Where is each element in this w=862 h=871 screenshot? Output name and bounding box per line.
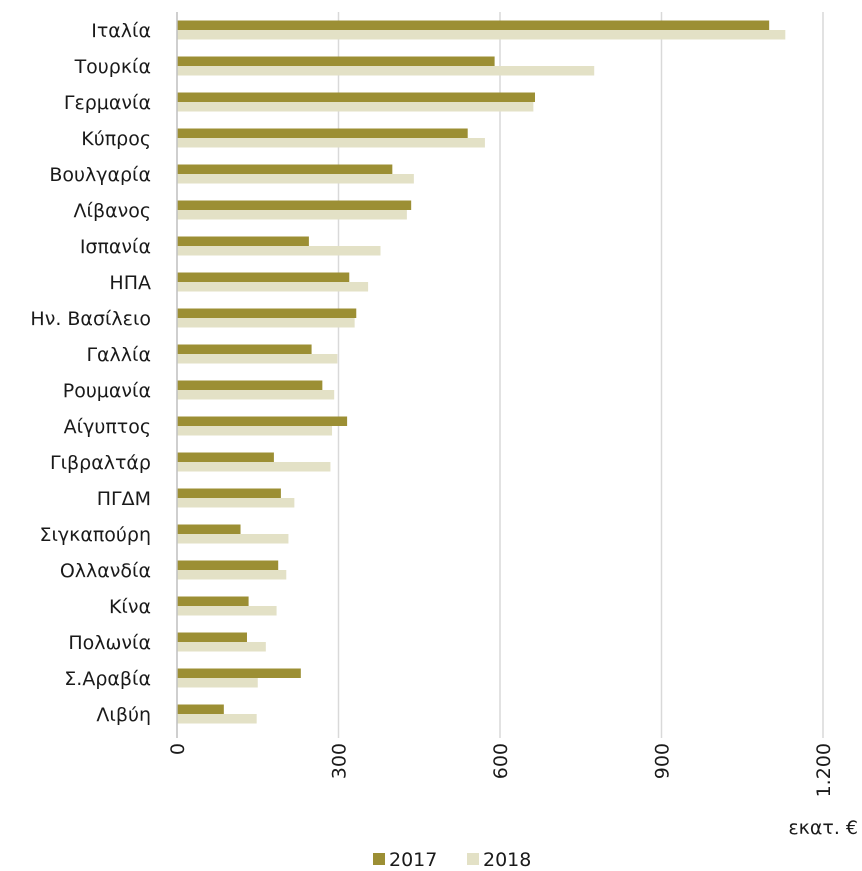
bar-2017-14 bbox=[177, 488, 281, 498]
category-label: Κύπρος bbox=[81, 128, 151, 150]
bar-2018-8 bbox=[177, 282, 369, 292]
legend-label-2018: 2018 bbox=[483, 849, 531, 871]
bar-2017-18 bbox=[177, 632, 247, 642]
category-label: Σ.Αραβία bbox=[64, 668, 151, 690]
bar-2017-13 bbox=[177, 452, 274, 462]
bar-2018-11 bbox=[177, 390, 335, 400]
category-label: Πολωνία bbox=[68, 632, 151, 654]
bar-2017-6 bbox=[177, 200, 412, 210]
bar-2018-5 bbox=[177, 174, 414, 184]
bar-2017-5 bbox=[177, 164, 393, 174]
bar-2018-20 bbox=[177, 714, 257, 724]
category-labels: Ιταλία Τουρκία Γερμανία Κύπρος Βουλγαρία Λίβα… bbox=[30, 20, 151, 726]
tick-label-300: 300 bbox=[329, 743, 351, 779]
bar-2018-14 bbox=[177, 498, 295, 508]
category-label: Λιβύη bbox=[96, 704, 151, 726]
bar-2018-6 bbox=[177, 210, 407, 220]
tick-label-600: 600 bbox=[490, 743, 512, 779]
bar-2017-9 bbox=[177, 308, 357, 318]
bar-2017-12 bbox=[177, 416, 348, 426]
bar-2017-11 bbox=[177, 380, 323, 390]
category-label: Γερμανία bbox=[64, 92, 151, 114]
legend-swatch-2017 bbox=[373, 853, 385, 865]
bar-2017-7 bbox=[177, 236, 309, 246]
category-label: Ρουμανία bbox=[63, 380, 151, 402]
category-label: ΠΓΔΜ bbox=[97, 488, 151, 510]
bar-2018-17 bbox=[177, 606, 277, 616]
category-label: Ιταλία bbox=[91, 20, 151, 42]
bar-2017-19 bbox=[177, 668, 301, 678]
bar-2018-7 bbox=[177, 246, 381, 256]
tick-label-0: 0 bbox=[167, 743, 189, 755]
category-label: Γαλλία bbox=[86, 344, 151, 366]
category-label: Γιβραλτάρ bbox=[50, 452, 151, 474]
tick-label-1.200: 1.200 bbox=[813, 743, 835, 797]
bar-2018-10 bbox=[177, 354, 338, 364]
category-label: Τουρκία bbox=[74, 56, 151, 78]
bar-2018-15 bbox=[177, 534, 289, 544]
category-label: Βουλγαρία bbox=[49, 164, 151, 186]
legend: 2017 2018 bbox=[373, 849, 531, 871]
category-label: Σιγκαπούρη bbox=[39, 524, 151, 546]
bar-2018-9 bbox=[177, 318, 355, 328]
tick-label-900: 900 bbox=[652, 743, 674, 779]
bar-2017-15 bbox=[177, 524, 241, 534]
category-label: Λίβανος bbox=[74, 200, 151, 222]
bar-2017-4 bbox=[177, 128, 468, 138]
category-label: Αίγυπτος bbox=[64, 416, 151, 438]
bar-2017-8 bbox=[177, 272, 350, 282]
bar-2018-16 bbox=[177, 570, 287, 580]
bar-2017-1 bbox=[177, 20, 770, 30]
legend-swatch-2018 bbox=[467, 853, 479, 865]
bar-2018-18 bbox=[177, 642, 266, 652]
bar-2018-4 bbox=[177, 138, 485, 148]
bar-2017-3 bbox=[177, 92, 535, 102]
category-label: ΗΠΑ bbox=[109, 272, 151, 294]
bar-2017-20 bbox=[177, 704, 224, 714]
bar-2018-12 bbox=[177, 426, 333, 436]
bar-2018-2 bbox=[177, 66, 595, 76]
bars bbox=[177, 20, 786, 724]
bar-2018-13 bbox=[177, 462, 331, 472]
category-label: Ολλανδία bbox=[60, 560, 151, 582]
bar-2018-1 bbox=[177, 30, 786, 40]
gridlines bbox=[337, 12, 824, 738]
bar-2018-3 bbox=[177, 102, 534, 112]
unit-label: εκατ. € bbox=[788, 817, 858, 839]
bar-2017-10 bbox=[177, 344, 312, 354]
category-label: Ην. Βασίλειο bbox=[30, 308, 151, 330]
value-axis-tick-labels: 0 300 600 900 1.200 bbox=[167, 743, 835, 797]
legend-label-2017: 2017 bbox=[389, 849, 437, 871]
bar-2017-2 bbox=[177, 56, 495, 66]
bar-2017-17 bbox=[177, 596, 249, 606]
category-label: Ισπανία bbox=[80, 236, 151, 258]
bar-2018-19 bbox=[177, 678, 258, 688]
category-label: Κίνα bbox=[109, 596, 151, 618]
bar-2017-16 bbox=[177, 560, 279, 570]
